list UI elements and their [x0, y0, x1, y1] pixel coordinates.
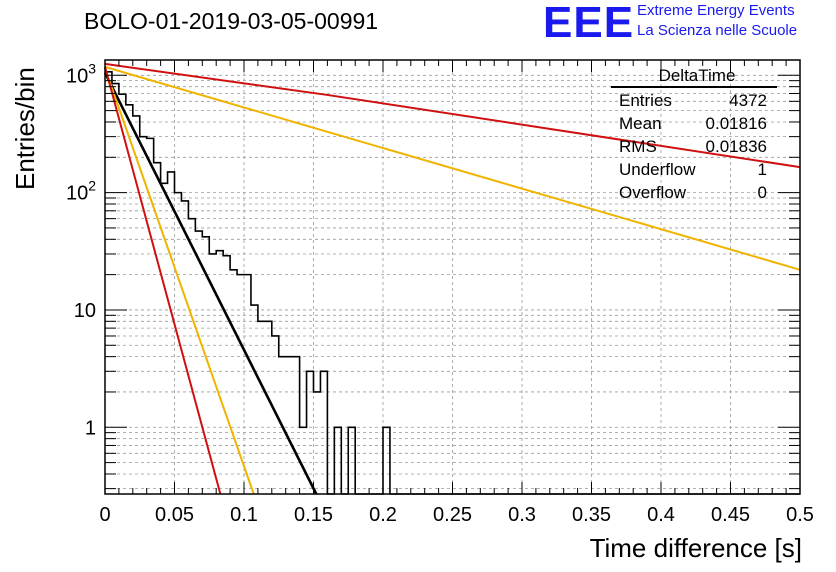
x-tick-label: 0.15 [294, 504, 333, 526]
chart-title: BOLO-01-2019-03-05-00991 [84, 8, 379, 34]
axis-ticks [104, 60, 801, 494]
y-tick-label: 102 [66, 178, 96, 205]
x-tick-label: 0.35 [572, 504, 611, 526]
stats-value: 1 [757, 160, 767, 179]
y-axis-label: Entries/bin [10, 67, 40, 190]
logo-line-1: Extreme Energy Events [637, 2, 795, 19]
y-tick-label: 103 [66, 60, 96, 87]
stats-divider [611, 86, 777, 88]
grid-lines [105, 60, 800, 494]
stats-row-underflow: Underflow 1 [609, 158, 777, 181]
fit-line [104, 67, 255, 495]
x-axis-label: Time difference [s] [589, 533, 802, 563]
fit-lines [103, 62, 801, 495]
x-tick-label: 0 [99, 504, 110, 526]
stats-title: DeltaTime [658, 66, 736, 85]
eee-logo: EEE [543, 0, 635, 47]
stats-label: Entries [619, 91, 672, 110]
stats-value: 0.01836 [705, 137, 767, 156]
stats-row-entries: Entries 4372 [609, 89, 777, 112]
fit-line [103, 72, 318, 495]
x-tick-label: 0.4 [647, 504, 675, 526]
y-tick-label: 1 [85, 417, 96, 439]
y-tick-label: 10 [74, 300, 96, 322]
stats-label: RMS [619, 137, 657, 156]
stats-box: DeltaTime Entries 4372 Mean 0.01816 RMS … [609, 66, 777, 210]
stats-value: 0.01816 [705, 114, 767, 133]
fit-line [104, 62, 801, 169]
x-tick-label: 0.2 [369, 504, 397, 526]
x-tick-label: 0.45 [711, 504, 750, 526]
x-tick-labels: 0 0.05 0.1 0.15 0.2 0.25 0.3 0.35 0.4 0.45 0.5 [99, 504, 813, 526]
fit-line [104, 65, 801, 271]
stats-label: Underflow [619, 160, 696, 179]
x-tick-label: 0.05 [155, 504, 194, 526]
logo-line-2: La Scienza nelle Scuole [637, 22, 798, 39]
y-tick-labels: 1 10 102 103 [66, 60, 96, 439]
x-tick-label: 0.1 [230, 504, 258, 526]
stats-label: Overflow [619, 183, 687, 202]
x-tick-label: 0.5 [786, 504, 814, 526]
x-tick-label: 0.25 [433, 504, 472, 526]
stats-value: 0 [757, 183, 767, 202]
x-tick-label: 0.3 [508, 504, 536, 526]
fit-line [104, 66, 222, 495]
stats-row-mean: Mean 0.01816 [609, 112, 777, 135]
stats-row-rms: RMS 0.01836 [609, 135, 777, 158]
stats-value: 4372 [729, 91, 767, 110]
stats-row-overflow: Overflow 0 [609, 181, 777, 204]
stats-label: Mean [619, 114, 662, 133]
